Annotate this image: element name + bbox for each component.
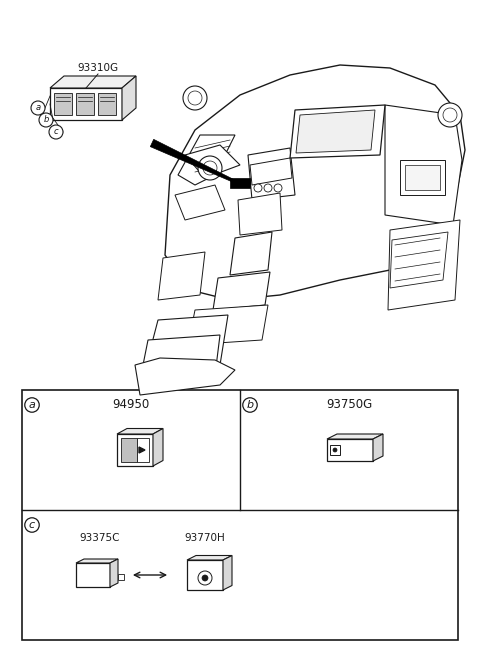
Text: c: c xyxy=(54,128,58,136)
Polygon shape xyxy=(385,105,462,225)
Polygon shape xyxy=(117,428,163,434)
Polygon shape xyxy=(117,434,153,466)
Polygon shape xyxy=(188,305,268,345)
Polygon shape xyxy=(250,158,292,185)
Text: b: b xyxy=(43,115,48,124)
Bar xyxy=(137,438,149,462)
Polygon shape xyxy=(153,428,163,466)
Polygon shape xyxy=(296,110,375,153)
Polygon shape xyxy=(178,135,235,185)
Polygon shape xyxy=(76,559,118,563)
Bar xyxy=(121,438,137,462)
Polygon shape xyxy=(165,65,465,300)
Polygon shape xyxy=(110,559,118,587)
Text: b: b xyxy=(246,400,253,410)
Polygon shape xyxy=(175,185,225,220)
Text: c: c xyxy=(29,520,35,530)
Text: a: a xyxy=(29,400,36,410)
Circle shape xyxy=(264,184,272,192)
Polygon shape xyxy=(50,76,136,88)
Polygon shape xyxy=(145,315,228,370)
Polygon shape xyxy=(373,434,383,461)
Text: 93770H: 93770H xyxy=(185,533,226,543)
Text: a: a xyxy=(36,103,41,113)
Circle shape xyxy=(274,184,282,192)
Circle shape xyxy=(183,86,207,110)
Circle shape xyxy=(333,448,337,452)
Circle shape xyxy=(39,113,53,127)
Polygon shape xyxy=(140,335,220,380)
Circle shape xyxy=(443,108,457,122)
Circle shape xyxy=(202,575,208,581)
Bar xyxy=(22,390,458,640)
Polygon shape xyxy=(150,140,239,184)
Bar xyxy=(400,160,445,195)
Polygon shape xyxy=(223,555,232,590)
Polygon shape xyxy=(327,439,373,461)
Bar xyxy=(54,93,72,115)
Polygon shape xyxy=(238,193,282,235)
Circle shape xyxy=(254,184,262,192)
Text: 93310G: 93310G xyxy=(77,63,119,73)
Bar xyxy=(98,93,116,115)
Polygon shape xyxy=(388,220,460,310)
Polygon shape xyxy=(158,252,205,300)
Polygon shape xyxy=(135,358,235,395)
Text: 93750G: 93750G xyxy=(326,398,372,411)
Polygon shape xyxy=(327,434,383,439)
Polygon shape xyxy=(248,148,295,200)
Polygon shape xyxy=(50,88,122,120)
Polygon shape xyxy=(187,560,223,590)
Circle shape xyxy=(203,161,217,175)
Circle shape xyxy=(438,103,462,127)
Bar xyxy=(330,445,340,455)
Polygon shape xyxy=(213,272,270,310)
Polygon shape xyxy=(76,563,110,587)
Bar xyxy=(76,93,94,115)
Polygon shape xyxy=(118,574,124,580)
Polygon shape xyxy=(187,555,232,560)
Text: 93375C: 93375C xyxy=(80,533,120,543)
Polygon shape xyxy=(230,232,272,275)
Polygon shape xyxy=(185,145,240,178)
Text: 94950: 94950 xyxy=(112,398,150,411)
Bar xyxy=(405,165,440,190)
Circle shape xyxy=(198,156,222,180)
Polygon shape xyxy=(122,76,136,120)
Circle shape xyxy=(49,125,63,139)
Polygon shape xyxy=(290,105,385,158)
Circle shape xyxy=(188,91,202,105)
Polygon shape xyxy=(390,232,448,288)
Circle shape xyxy=(31,101,45,115)
Bar xyxy=(230,178,250,188)
Polygon shape xyxy=(139,447,145,453)
